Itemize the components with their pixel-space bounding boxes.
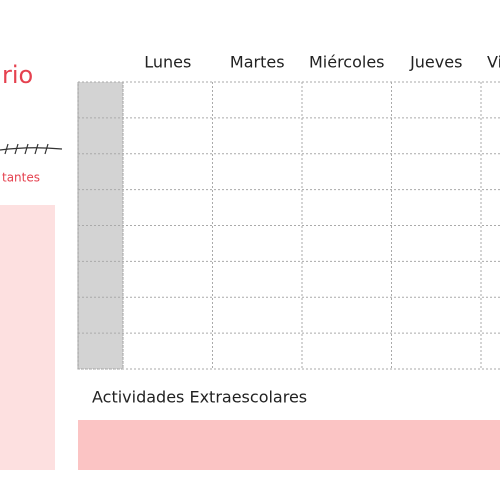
day-label: Lunes [144, 53, 191, 72]
time-column [77, 81, 124, 370]
decorative-line [0, 143, 63, 155]
extracurricular-title: Actividades Extraescolares [92, 388, 307, 407]
notes-title: tantes [2, 171, 40, 185]
day-label: Jueves [409, 53, 462, 72]
page-title: rio [2, 61, 33, 89]
schedule-grid: Lunes Martes Miércoles Jueves Vi [77, 53, 500, 370]
extracurricular-panel [78, 420, 500, 470]
notes-panel [0, 205, 55, 470]
day-label: Vi [487, 53, 500, 72]
day-label: Martes [230, 53, 285, 72]
day-label: Miércoles [309, 53, 385, 72]
